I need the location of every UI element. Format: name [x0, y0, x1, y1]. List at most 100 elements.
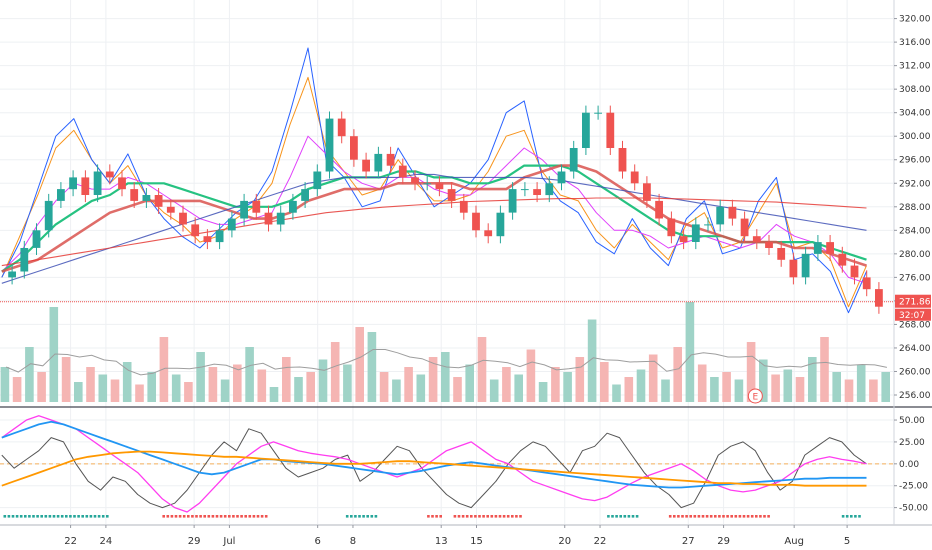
signal-dot	[726, 515, 729, 518]
signal-dot	[502, 515, 506, 518]
candle-body	[447, 189, 456, 201]
signal-dot	[474, 515, 477, 518]
candle-body	[8, 271, 16, 278]
price-tick-label: 256.00	[899, 391, 931, 401]
earnings-marker-icon	[747, 388, 763, 404]
candle-body	[386, 153, 395, 166]
candles	[8, 105, 883, 314]
signal-dot	[511, 515, 514, 518]
volume-bar	[453, 377, 462, 402]
candle-body	[264, 212, 273, 225]
candle-body	[191, 224, 200, 237]
date-tick-label: 29	[717, 536, 730, 547]
candle-body	[557, 171, 566, 184]
signal-dot	[77, 515, 80, 518]
candle-body	[337, 118, 346, 137]
price-tick-label: 316.00	[899, 38, 931, 48]
signal-dot	[106, 515, 109, 518]
candle-body	[850, 265, 859, 278]
price-tick-label: 288.00	[899, 203, 931, 213]
candle-body	[289, 200, 297, 213]
volume-bar	[269, 387, 279, 402]
price-axis: 320.00 316.00 312.00 308.00 304.00 300.00 296.…	[894, 15, 931, 401]
signal-dot	[60, 515, 64, 518]
volume-bar	[551, 367, 560, 402]
signal-dot	[619, 515, 622, 518]
volume-bar	[710, 377, 719, 402]
signal-dot	[738, 515, 742, 518]
candle-body	[154, 195, 163, 207]
signal-dot	[427, 515, 430, 518]
volume-bar	[502, 367, 511, 402]
volume-bar	[783, 369, 793, 402]
signal-dot	[73, 515, 76, 518]
volume-bar	[12, 377, 22, 402]
candle-body	[166, 206, 175, 213]
volume-bar	[612, 384, 621, 402]
signal-dot	[236, 515, 239, 518]
signal-dot	[178, 515, 182, 518]
volume-bar	[159, 337, 169, 402]
signal-dot	[465, 515, 469, 518]
volume-bar	[722, 372, 731, 402]
candle-body	[691, 224, 700, 242]
volume-bar	[820, 337, 829, 402]
volume-bar	[122, 362, 132, 402]
candle-body	[826, 242, 834, 254]
signal-dot	[81, 515, 84, 518]
volume-bar	[856, 364, 866, 402]
volume-bar	[98, 374, 108, 402]
candle-body	[862, 277, 871, 290]
signal-dot	[219, 515, 223, 518]
candle-body	[569, 148, 578, 172]
signal-dot	[498, 515, 502, 518]
candle-body	[398, 165, 407, 178]
signal-dot	[85, 515, 89, 518]
signal-dot	[845, 515, 849, 518]
signal-dot	[734, 515, 738, 518]
volume-bar	[526, 349, 536, 402]
volume-bar	[441, 352, 450, 402]
candle-body	[252, 200, 261, 213]
signal-dot	[211, 515, 215, 518]
candle-body	[606, 112, 615, 148]
signal-dot	[203, 515, 206, 518]
volume-bar	[673, 347, 682, 402]
signal-dot	[345, 515, 349, 518]
candle-body	[484, 230, 493, 237]
signal-dot	[494, 515, 498, 518]
signal-dot	[718, 515, 721, 518]
signal-dot	[431, 515, 434, 518]
signal-dot	[705, 515, 709, 518]
signal-dot	[841, 515, 845, 518]
grid-lines	[0, 0, 893, 524]
volume-bar	[171, 374, 181, 402]
volume-bars	[0, 302, 890, 402]
signal-dot	[48, 515, 52, 518]
signal-dot	[746, 515, 750, 518]
candle-body	[313, 171, 322, 190]
candle-body	[643, 183, 651, 201]
signal-dot	[453, 515, 457, 518]
oscillator-magenta-line	[1, 415, 867, 513]
candle-body	[545, 183, 554, 196]
signal-dot	[362, 515, 365, 518]
candle-body	[203, 236, 212, 243]
signal-dot	[89, 515, 93, 518]
volume-bar	[37, 372, 46, 402]
candle-body	[801, 253, 810, 278]
signal-dot	[701, 515, 705, 518]
signal-dot	[69, 515, 72, 518]
signal-dot	[260, 515, 264, 518]
volume-bar	[648, 354, 658, 402]
countdown-label: 32:07	[899, 311, 925, 321]
signal-dot	[850, 515, 853, 518]
signal-dot	[228, 515, 231, 518]
volume-bar	[233, 364, 242, 402]
volume-bar	[795, 377, 805, 402]
signal-dot	[631, 515, 635, 518]
oscillator-tick-label: -25.00	[899, 482, 928, 492]
volume-bar	[196, 352, 205, 402]
signal-dot	[170, 515, 174, 518]
